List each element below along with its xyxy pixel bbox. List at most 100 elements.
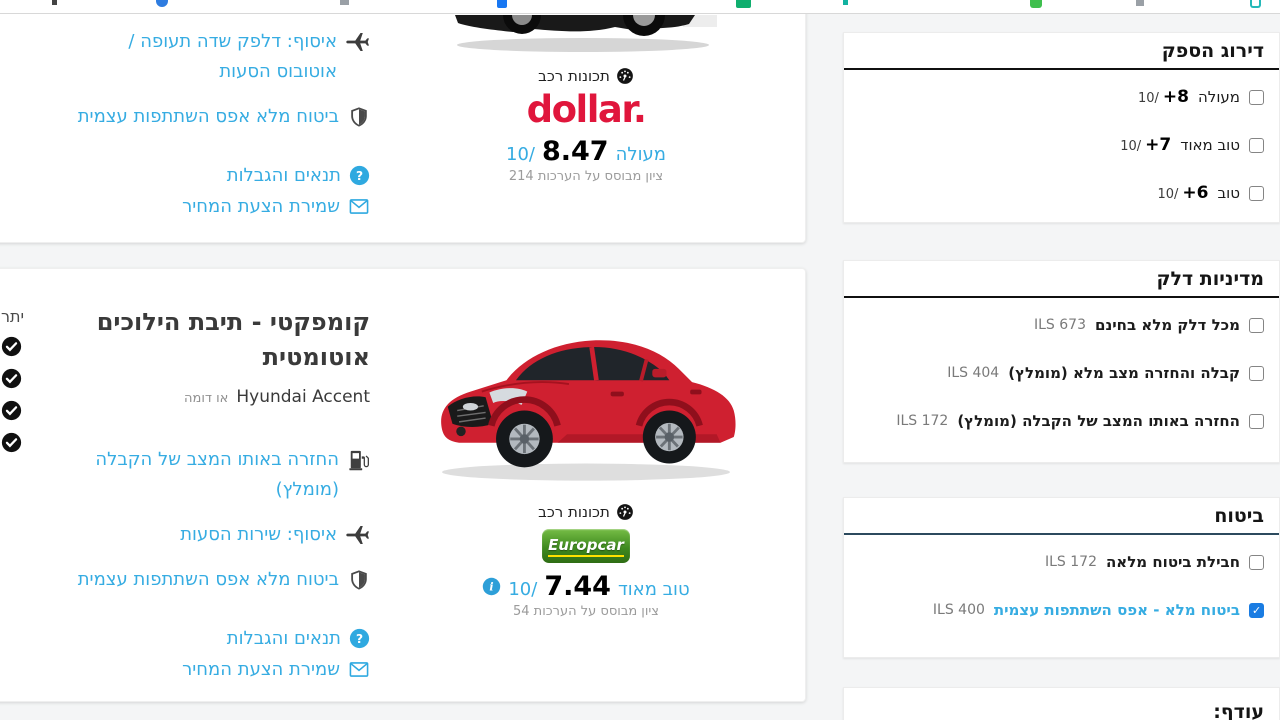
vehicle-features-toggle[interactable]: תכונות רכב bbox=[538, 503, 634, 521]
svg-text:?: ? bbox=[356, 632, 363, 646]
rating-scale: 10/ bbox=[1120, 139, 1142, 154]
fuel-policy-feature-text: החזרה באותו המצב של הקבלה (מומלץ) bbox=[95, 449, 339, 500]
steering-wheel-icon bbox=[616, 503, 634, 521]
terms-link[interactable]: ? תנאים והגבלות bbox=[10, 623, 370, 654]
pickup-feature: איסוף: שירות הסעות bbox=[10, 520, 370, 550]
rating-label: טוב מאוד bbox=[617, 579, 690, 600]
shield-icon bbox=[348, 568, 370, 592]
pickup-feature-text: איסוף: שירות הסעות bbox=[180, 524, 337, 545]
plane-icon bbox=[346, 523, 370, 547]
pickup-feature-text: איסוף: דלפק שדה תעופה / אוטובוס הסעות bbox=[128, 31, 337, 82]
terms-link-label: תנאים והגבלות bbox=[226, 165, 341, 186]
checkbox[interactable] bbox=[1249, 89, 1264, 105]
rating-threshold: +8 bbox=[1162, 87, 1189, 107]
car-photo-red-sedan bbox=[441, 340, 736, 481]
offer-card-europcar: קומפקטי - תיבת הילוכים אוטומטית Hyundai … bbox=[0, 268, 806, 702]
car-category-title: קומפקטי - תיבת הילוכים אוטומטית bbox=[96, 308, 370, 371]
supplier-logo-europcar: Europcar bbox=[542, 529, 630, 563]
benefits-label-cutoff: יתר bbox=[1, 307, 25, 326]
save-quote-link[interactable]: שמירת הצעת המחיר bbox=[10, 654, 370, 685]
filter-panel-excess: עודף: bbox=[843, 687, 1280, 720]
filter-price: ILS 400 bbox=[932, 602, 985, 618]
car-model-row: Hyundai Accent או דומה bbox=[184, 387, 370, 407]
insurance-feature-text: ביטוח מלא אפס השתתפות עצמית bbox=[77, 569, 339, 590]
panel-title: עודף: bbox=[1213, 701, 1264, 720]
check-circle-icon bbox=[1, 400, 22, 421]
filter-label: ביטוח מלא - אפס השתתפות עצמית bbox=[993, 601, 1240, 619]
checkbox[interactable] bbox=[1249, 317, 1264, 333]
toolbar-icon-fragment bbox=[1030, 0, 1042, 8]
filter-label: טוב bbox=[1217, 184, 1241, 202]
top-toolbar-cutoff bbox=[0, 0, 1280, 14]
toolbar-icon-fragment bbox=[1250, 0, 1261, 8]
filter-label: קבלה והחזרה מצב מלא (מומלץ) bbox=[1008, 364, 1240, 382]
checkbox[interactable] bbox=[1249, 365, 1264, 381]
envelope-icon bbox=[348, 659, 370, 680]
rating-score: 8.47 bbox=[541, 136, 609, 167]
offer-card-dollar: איסוף: דלפק שדה תעופה / אוטובוס הסעות בי… bbox=[0, 0, 806, 243]
filter-row-fuel-free-tank[interactable]: מכל דלק מלא בחינם ILS 673 bbox=[859, 301, 1264, 349]
vehicle-features-label: תכונות רכב bbox=[538, 67, 610, 85]
check-circle-icon bbox=[1, 432, 22, 453]
or-similar-label: או דומה bbox=[184, 391, 229, 406]
toolbar-icon-fragment bbox=[1136, 0, 1144, 6]
info-icon[interactable]: i bbox=[482, 577, 501, 596]
terms-link-label: תנאים והגבלות bbox=[226, 628, 341, 649]
filter-row-rating-good[interactable]: טוב 10/+6 bbox=[859, 169, 1264, 217]
pickup-feature: איסוף: דלפק שדה תעופה / אוטובוס הסעות bbox=[10, 27, 370, 87]
vehicle-features-toggle[interactable]: תכונות רכב bbox=[538, 67, 634, 85]
filter-row-zero-excess-insurance[interactable]: ביטוח מלא - אפס השתתפות עצמית ILS 400 bbox=[859, 586, 1264, 634]
rating-reviews-count: ציון מבוסס על הערכות 214 bbox=[508, 169, 664, 184]
filter-price: ILS 404 bbox=[947, 365, 1000, 381]
plane-icon bbox=[346, 30, 370, 54]
filter-row-fuel-full-to-full[interactable]: קבלה והחזרה מצב מלא (מומלץ) ILS 404 bbox=[859, 349, 1264, 397]
benefits-checklist-cutoff: יתר bbox=[1, 307, 37, 464]
insurance-feature: ביטוח מלא אפס השתתפות עצמית bbox=[10, 102, 370, 132]
checkbox[interactable] bbox=[1249, 554, 1264, 570]
rating-scale: 10/ bbox=[508, 579, 538, 600]
supplier-logo-text: Europcar bbox=[548, 536, 624, 557]
insurance-feature: ביטוח מלא אפס השתתפות עצמית bbox=[10, 565, 370, 595]
panel-title: דירוג הספק bbox=[844, 33, 1279, 70]
check-circle-icon bbox=[1, 336, 22, 357]
checkbox[interactable] bbox=[1249, 413, 1264, 429]
terms-link[interactable]: ? תנאים והגבלות bbox=[10, 160, 370, 191]
svg-text:i: i bbox=[490, 580, 494, 593]
toolbar-icon-fragment bbox=[497, 0, 507, 8]
filter-row-full-insurance-package[interactable]: חבילת ביטוח מלאה ILS 172 bbox=[859, 538, 1264, 586]
supplier-logo-dollar: dollar. bbox=[526, 88, 647, 131]
toolbar-icon-fragment bbox=[843, 0, 848, 5]
save-quote-link[interactable]: שמירת הצעת המחיר bbox=[10, 191, 370, 222]
save-quote-link-label: שמירת הצעת המחיר bbox=[182, 196, 340, 217]
filter-row-fuel-same-condition[interactable]: החזרה באותו המצב של הקבלה (מומלץ) ILS 17… bbox=[859, 397, 1264, 445]
checkbox[interactable] bbox=[1249, 137, 1264, 153]
checkbox[interactable] bbox=[1249, 185, 1264, 201]
filter-label: טוב מאוד bbox=[1180, 136, 1240, 154]
car-photo-dark-cutoff bbox=[455, 15, 717, 52]
filter-label: מעולה bbox=[1198, 88, 1240, 106]
checkbox-checked[interactable] bbox=[1249, 602, 1264, 618]
panel-title: מדיניות דלק bbox=[844, 261, 1279, 298]
steering-wheel-icon bbox=[616, 67, 634, 85]
envelope-icon bbox=[348, 196, 370, 217]
save-quote-link-label: שמירת הצעת המחיר bbox=[182, 659, 340, 680]
question-icon: ? bbox=[349, 165, 370, 186]
shield-icon bbox=[348, 105, 370, 129]
supplier-rating: 10/ 8.47 מעולה bbox=[506, 138, 666, 165]
filter-label: מכל דלק מלא בחינם bbox=[1095, 316, 1240, 334]
filter-panel-fuel-policy: מדיניות דלק מכל דלק מלא בחינם ILS 673 קב… bbox=[843, 260, 1280, 463]
filter-panel-supplier-rating: דירוג הספק מעולה 10/+8 טוב מאוד 10/+7 טו… bbox=[843, 32, 1280, 223]
rating-threshold: +6 bbox=[1182, 183, 1209, 203]
filter-label: חבילת ביטוח מלאה bbox=[1106, 553, 1240, 571]
filter-row-rating-very-good[interactable]: טוב מאוד 10/+7 bbox=[859, 121, 1264, 169]
filter-price: ILS 673 bbox=[1034, 317, 1086, 333]
check-circle-icon bbox=[1, 368, 22, 389]
insurance-feature-text: ביטוח מלא אפס השתתפות עצמית bbox=[77, 106, 339, 127]
filter-label: החזרה באותו המצב של הקבלה (מומלץ) bbox=[957, 412, 1240, 430]
filter-row-rating-excellent[interactable]: מעולה 10/+8 bbox=[859, 73, 1264, 121]
filter-price: ILS 172 bbox=[1045, 554, 1097, 570]
question-icon: ? bbox=[349, 628, 370, 649]
filter-price: ILS 172 bbox=[896, 413, 949, 429]
toolbar-icon-fragment bbox=[52, 0, 57, 5]
fuel-policy-feature: החזרה באותו המצב של הקבלה (מומלץ) bbox=[10, 445, 370, 505]
